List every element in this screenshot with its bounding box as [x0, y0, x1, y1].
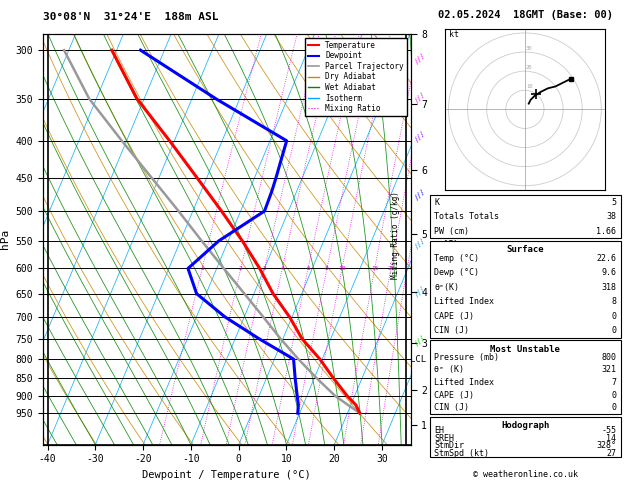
Text: StmSpd (kt): StmSpd (kt): [434, 449, 489, 458]
Text: 5: 5: [611, 198, 616, 207]
Text: ///: ///: [414, 129, 427, 143]
Text: 3: 3: [263, 266, 267, 271]
Text: 8: 8: [325, 266, 329, 271]
Text: 0: 0: [611, 403, 616, 412]
Text: Hodograph: Hodograph: [501, 421, 549, 431]
Text: EH: EH: [434, 426, 444, 435]
Y-axis label: km
ASL: km ASL: [443, 228, 461, 250]
Text: 1: 1: [200, 266, 204, 271]
Text: Surface: Surface: [506, 245, 544, 255]
Text: SREH: SREH: [434, 434, 454, 443]
Text: 20: 20: [526, 65, 532, 70]
Text: CAPE (J): CAPE (J): [434, 391, 474, 399]
Text: 9.6: 9.6: [601, 268, 616, 278]
Text: ///: ///: [414, 90, 427, 104]
Text: 38: 38: [606, 212, 616, 221]
Text: Mixing Ratio (g/kg): Mixing Ratio (g/kg): [391, 191, 400, 279]
Text: Lifted Index: Lifted Index: [434, 378, 494, 387]
Text: 0: 0: [611, 312, 616, 321]
Text: 318: 318: [601, 283, 616, 292]
Text: 0: 0: [611, 326, 616, 335]
Text: θᵉ (K): θᵉ (K): [434, 365, 464, 374]
Text: Dewp (°C): Dewp (°C): [434, 268, 479, 278]
Text: 22.6: 22.6: [596, 254, 616, 263]
Text: 6: 6: [306, 266, 310, 271]
Text: 321: 321: [601, 365, 616, 374]
Text: 7: 7: [611, 378, 616, 387]
Text: 8: 8: [611, 297, 616, 306]
Text: CAPE (J): CAPE (J): [434, 312, 474, 321]
X-axis label: Dewpoint / Temperature (°C): Dewpoint / Temperature (°C): [142, 470, 311, 480]
Text: LCL: LCL: [409, 355, 426, 364]
Text: 800: 800: [601, 353, 616, 362]
Text: 10: 10: [526, 85, 532, 89]
Text: kt: kt: [448, 30, 459, 39]
Text: ///: ///: [414, 188, 427, 201]
Text: ///: ///: [414, 285, 427, 298]
Text: Lifted Index: Lifted Index: [434, 297, 494, 306]
Text: 30°08'N  31°24'E  188m ASL: 30°08'N 31°24'E 188m ASL: [43, 12, 218, 22]
Text: 2: 2: [239, 266, 243, 271]
Text: ///: ///: [414, 333, 427, 347]
Text: 14: 14: [606, 434, 616, 443]
Y-axis label: hPa: hPa: [0, 229, 10, 249]
Text: © weatheronline.co.uk: © weatheronline.co.uk: [473, 470, 577, 479]
Text: Pressure (mb): Pressure (mb): [434, 353, 499, 362]
Text: -55: -55: [601, 426, 616, 435]
Text: PW (cm): PW (cm): [434, 226, 469, 236]
Text: 10: 10: [338, 266, 346, 271]
Text: K: K: [434, 198, 439, 207]
Text: Temp (°C): Temp (°C): [434, 254, 479, 263]
Text: 1.66: 1.66: [596, 226, 616, 236]
Text: CIN (J): CIN (J): [434, 403, 469, 412]
Text: 16: 16: [371, 266, 379, 271]
Legend: Temperature, Dewpoint, Parcel Trajectory, Dry Adiabat, Wet Adiabat, Isotherm, Mi: Temperature, Dewpoint, Parcel Trajectory…: [304, 38, 407, 116]
Text: StmDir: StmDir: [434, 441, 464, 450]
Text: 0: 0: [611, 391, 616, 399]
Text: 20: 20: [387, 266, 394, 271]
Text: 4: 4: [281, 266, 284, 271]
Text: ///: ///: [414, 236, 427, 250]
Text: 27: 27: [606, 449, 616, 458]
Text: 30: 30: [526, 46, 532, 51]
Text: θᵉ(K): θᵉ(K): [434, 283, 459, 292]
Text: Most Unstable: Most Unstable: [490, 345, 560, 354]
Text: 02.05.2024  18GMT (Base: 00): 02.05.2024 18GMT (Base: 00): [438, 10, 613, 20]
Text: 328°: 328°: [596, 441, 616, 450]
Text: ///: ///: [414, 52, 427, 65]
Text: CIN (J): CIN (J): [434, 326, 469, 335]
Text: Totals Totals: Totals Totals: [434, 212, 499, 221]
